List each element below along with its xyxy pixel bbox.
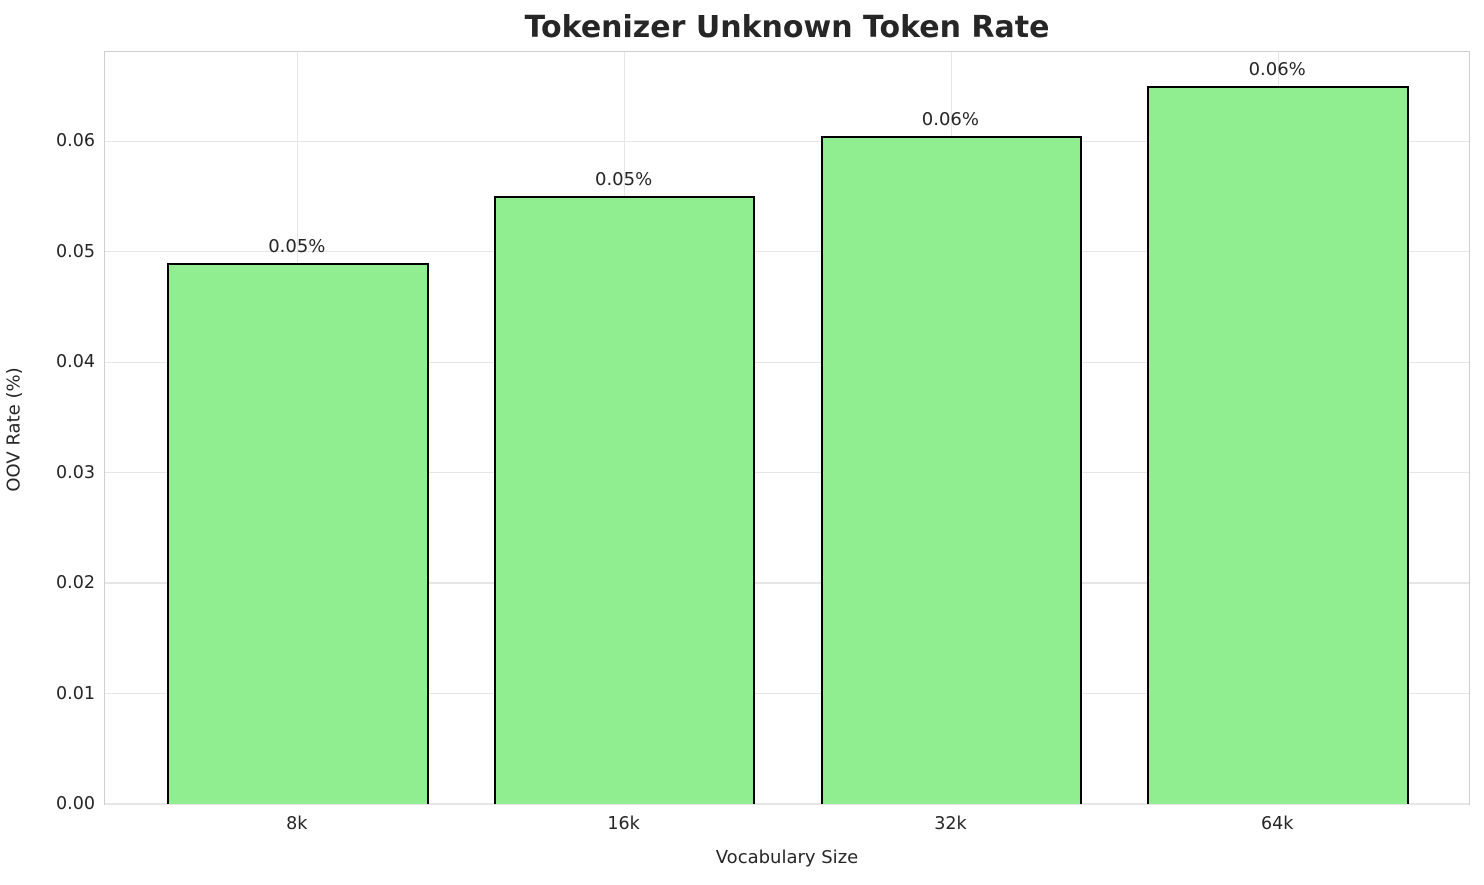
y-axis-label: OOV Rate (%) xyxy=(3,367,25,492)
gridline-horizontal xyxy=(105,251,1469,253)
x-tick-label: 32k xyxy=(934,814,967,834)
y-tick-label: 0.03 xyxy=(56,462,95,483)
x-axis-label: Vocabulary Size xyxy=(715,847,859,868)
x-tick-label: 8k xyxy=(286,814,308,834)
x-tick-label: 16k xyxy=(607,814,640,834)
gridline-horizontal xyxy=(105,582,1469,584)
y-tick-label: 0.00 xyxy=(56,794,95,814)
gridline-horizontal xyxy=(105,692,1469,695)
y-tick-label: 0.02 xyxy=(56,573,95,594)
bar xyxy=(1147,85,1409,804)
y-tick-label: 0.05 xyxy=(56,241,95,262)
bar-value-label: 0.06% xyxy=(921,108,979,130)
bar-value-label: 0.05% xyxy=(595,169,653,191)
bar xyxy=(167,262,429,804)
bar xyxy=(820,135,1083,804)
y-tick-label: 0.04 xyxy=(56,352,95,373)
bar-value-label: 0.05% xyxy=(268,235,326,257)
gridline-horizontal xyxy=(105,471,1469,474)
y-tick-label: 0.01 xyxy=(56,683,95,704)
gridline-horizontal xyxy=(105,803,1469,805)
x-tick-label: 64k xyxy=(1260,814,1294,834)
plot-area xyxy=(104,51,1470,805)
bar-value-label: 0.06% xyxy=(1248,58,1306,80)
y-tick-label: 0.06 xyxy=(56,131,95,152)
gridline-horizontal xyxy=(105,140,1469,142)
gridline-horizontal xyxy=(105,361,1469,363)
bar xyxy=(493,196,756,804)
chart-title: Tokenizer Unknown Token Rate xyxy=(524,10,1050,45)
